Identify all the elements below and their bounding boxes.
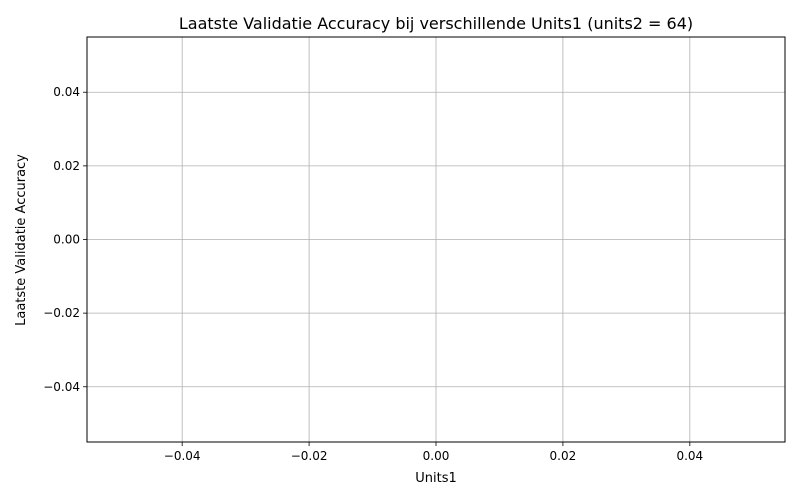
y-axis-label: Laatste Validatie Accuracy	[14, 154, 29, 326]
y-tick-label: 0.00	[53, 233, 80, 247]
chart-title: Laatste Validatie Accuracy bij verschill…	[179, 14, 693, 33]
x-tick-label: 0.02	[550, 449, 577, 463]
y-tick-label: 0.04	[53, 85, 80, 99]
y-tick-label: −0.02	[43, 306, 80, 320]
x-tick-label: 0.04	[676, 449, 703, 463]
grid-lines	[87, 37, 785, 442]
x-tick-label: 0.00	[423, 449, 450, 463]
x-axis-ticks: −0.04 −0.02 0.00 0.02 0.04	[164, 442, 703, 463]
y-tick-label: −0.04	[43, 380, 80, 394]
x-tick-label: −0.02	[291, 449, 328, 463]
y-tick-label: 0.02	[53, 159, 80, 173]
x-axis-label: Units1	[415, 471, 457, 486]
y-axis-ticks: −0.04 −0.02 0.00 0.02 0.04	[43, 85, 87, 394]
x-tick-label: −0.04	[164, 449, 201, 463]
